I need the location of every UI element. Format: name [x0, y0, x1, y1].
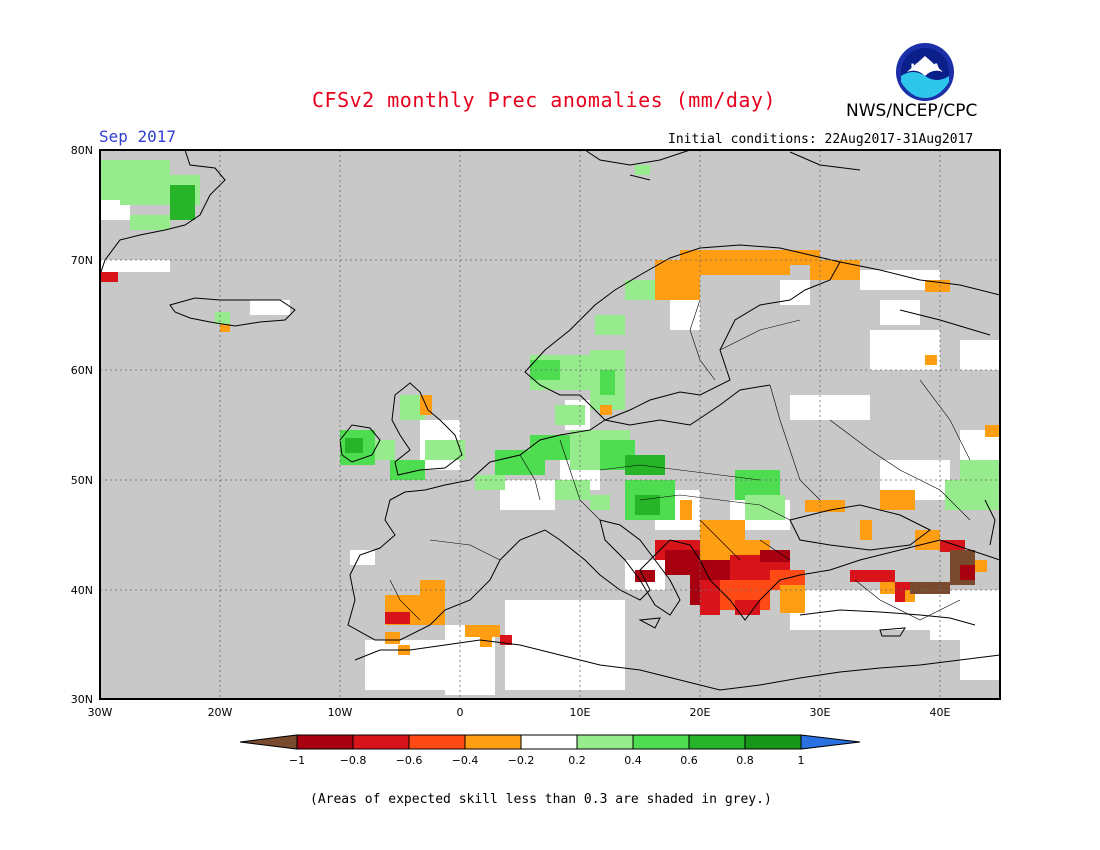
colorbar-label: 0.2: [568, 754, 586, 767]
colorbar-arrow-high: [800, 734, 861, 750]
colorbar-label: −1: [289, 754, 305, 767]
colorbar-segment: [744, 734, 802, 750]
lat-label: 30N: [71, 693, 93, 706]
lat-label: 40N: [71, 584, 93, 597]
map-frame: [99, 149, 1001, 700]
colorbar-label: −0.6: [396, 754, 423, 767]
skill-footnote: (Areas of expected skill less than 0.3 a…: [310, 792, 772, 807]
organization-label: NWS/NCEP/CPC: [846, 101, 978, 121]
lat-label: 50N: [71, 474, 93, 487]
longitude-labels: 30W 20W 10W 0 10E 20E 30E 40E: [88, 706, 951, 719]
colorbar: −1 −0.8 −0.6 −0.4 −0.2 0.2 0.4 0.6 0.8 1: [239, 734, 861, 767]
colorbar-label: 0.6: [680, 754, 698, 767]
map-content: [100, 150, 1000, 695]
valid-month-label: Sep 2017: [99, 127, 177, 146]
colorbar-label: 1: [798, 754, 805, 767]
initial-conditions-label: Initial conditions: 22Aug2017-31Aug2017: [668, 132, 974, 147]
colorbar-label: −0.4: [452, 754, 479, 767]
borders: [389, 299, 971, 621]
chart-title: CFSv2 monthly Prec anomalies (mm/day): [312, 88, 777, 112]
colorbar-segment: [408, 734, 466, 750]
noaa-logo-text: NOAA: [911, 63, 940, 73]
colorbar-segment: [576, 734, 634, 750]
colorbar-arrow-low: [239, 734, 298, 750]
lat-label: 60N: [71, 364, 93, 377]
colorbar-label: 0.8: [736, 754, 754, 767]
latitude-labels: 30N 40N 50N 60N 70N 80N: [71, 144, 93, 706]
lon-label: 30W: [88, 706, 113, 719]
graticule: [100, 150, 1000, 699]
lon-label: 40E: [930, 706, 951, 719]
colorbar-label: 0.4: [624, 754, 642, 767]
colorbar-segment: [688, 734, 746, 750]
lon-label: 10E: [570, 706, 591, 719]
colorbar-segment: [632, 734, 690, 750]
wet-anomaly-areas: [100, 160, 1000, 520]
lat-label: 70N: [71, 254, 93, 267]
colorbar-segment: [296, 734, 354, 750]
lon-label: 0: [457, 706, 464, 719]
colorbar-segment: [520, 734, 578, 750]
colorbar-segment: [352, 734, 410, 750]
lon-label: 20W: [208, 706, 233, 719]
lon-label: 30E: [810, 706, 831, 719]
lon-label: 20E: [690, 706, 711, 719]
colorbar-label: −0.2: [508, 754, 535, 767]
colorbar-segment: [464, 734, 522, 750]
lat-label: 80N: [71, 144, 93, 157]
noaa-logo: NOAA: [896, 43, 954, 101]
lon-label: 10W: [328, 706, 353, 719]
coastlines: [100, 150, 1000, 691]
colorbar-label: −0.8: [340, 754, 367, 767]
